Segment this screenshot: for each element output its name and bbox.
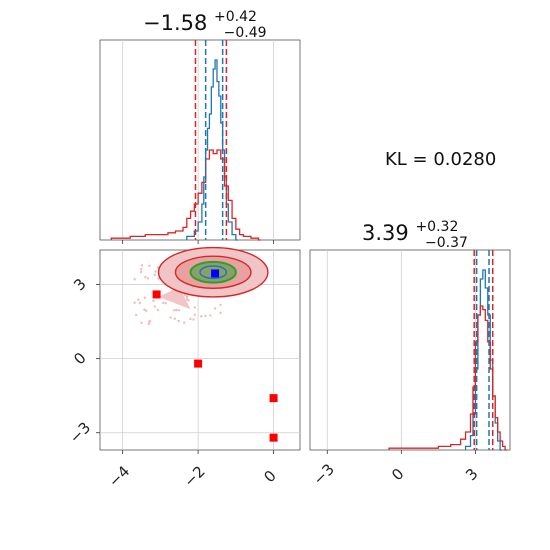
x-tick-labels: −3 0 3 [310, 460, 482, 488]
kl-label: KL = 0.0280 [385, 149, 496, 170]
marker-square-4 [211, 269, 220, 278]
x-tick-label: 3 [462, 465, 481, 484]
x-tick-label: −3 [310, 460, 338, 488]
sample-point [183, 293, 186, 297]
sample-point [144, 275, 147, 279]
histogram-series [388, 269, 508, 451]
sample-point [156, 308, 160, 312]
sample-point [219, 303, 222, 307]
panel-joint: −4 −2 0 −3 0 3 [66, 246, 301, 491]
histogram-series-1 [110, 149, 261, 241]
sample-point [133, 301, 136, 304]
marker-square-2 [269, 394, 278, 403]
sample-point [153, 273, 156, 277]
title-sup: +0.42 [214, 9, 257, 25]
sample-point [162, 301, 165, 305]
sample-point [152, 299, 155, 302]
sample-point [187, 299, 190, 302]
panel-title-x1: −1.58 +0.42 −0.49 [143, 2, 267, 41]
y-tick-labels: −3 0 3 [66, 275, 100, 447]
sample-point [153, 305, 157, 308]
reference-markers [152, 269, 278, 442]
sample-point [200, 315, 203, 318]
sample-point [138, 301, 141, 305]
contour-fill-tail [158, 287, 191, 310]
sample-point [148, 320, 151, 324]
sample-point [147, 322, 151, 326]
sample-point [139, 270, 143, 274]
x-tick-labels: −4 −2 0 [105, 450, 280, 491]
sample-point [133, 278, 136, 281]
sample-point [139, 267, 143, 271]
marker-square-1 [194, 359, 203, 368]
marker-square-3 [269, 433, 278, 442]
sample-point [134, 313, 138, 317]
sample-point [169, 316, 172, 319]
sample-point [204, 314, 207, 318]
sample-point [173, 309, 176, 312]
sample-point [185, 295, 189, 298]
sample-point [189, 317, 192, 321]
title-value: 3.39 [362, 221, 409, 245]
sample-point [193, 306, 197, 309]
x-tick-label: −4 [105, 462, 133, 490]
sample-point [140, 321, 143, 325]
title-sup: +0.32 [415, 219, 458, 235]
sample-point [137, 298, 140, 301]
x-tick-label: −2 [180, 462, 208, 490]
x-tick-label: 0 [388, 465, 407, 484]
sample-point [157, 277, 160, 280]
panel-marginal-x1 [99, 39, 301, 244]
quantile-lines [194, 40, 228, 240]
panel-frame [309, 249, 511, 451]
histogram-series-0 [186, 59, 238, 241]
y-tick-label: 0 [70, 349, 89, 368]
sample-point [175, 308, 178, 312]
title-value: −1.58 [143, 11, 207, 35]
panel-title-x2: 3.39 +0.32 −0.37 [362, 212, 468, 251]
contour-red-outer [157, 246, 269, 298]
contour-blue [199, 265, 228, 280]
sample-point [146, 277, 150, 280]
histogram-series-1 [388, 305, 508, 451]
panel-marginal-x2: −3 0 3 [309, 249, 511, 489]
sample-point [219, 311, 222, 315]
sample-point [143, 308, 146, 311]
sample-point [182, 321, 186, 324]
y-tick-label: 3 [70, 275, 89, 294]
grid-lines [122, 40, 274, 244]
sample-point [164, 302, 168, 305]
sample-point [177, 308, 181, 312]
sample-point [177, 319, 180, 323]
panel-frame [99, 39, 301, 241]
title-sub: −0.37 [425, 235, 468, 251]
quantile-lines [473, 250, 494, 450]
sample-point [143, 296, 147, 299]
histogram-series [110, 59, 261, 241]
sample-point [173, 317, 176, 320]
sample-point [154, 270, 157, 273]
sample-point [193, 313, 197, 316]
grid-lines [326, 250, 476, 454]
sample-point [148, 264, 151, 267]
title-sub: −0.49 [224, 25, 267, 41]
sample-point [213, 307, 217, 310]
sample-point [192, 318, 195, 321]
sample-point [140, 264, 144, 267]
sample-point [145, 309, 148, 313]
marker-square-0 [152, 290, 161, 299]
density-contours [157, 246, 269, 310]
y-tick-label: −3 [66, 419, 94, 447]
sample-point [209, 314, 212, 317]
x-tick-label: 0 [260, 467, 279, 486]
